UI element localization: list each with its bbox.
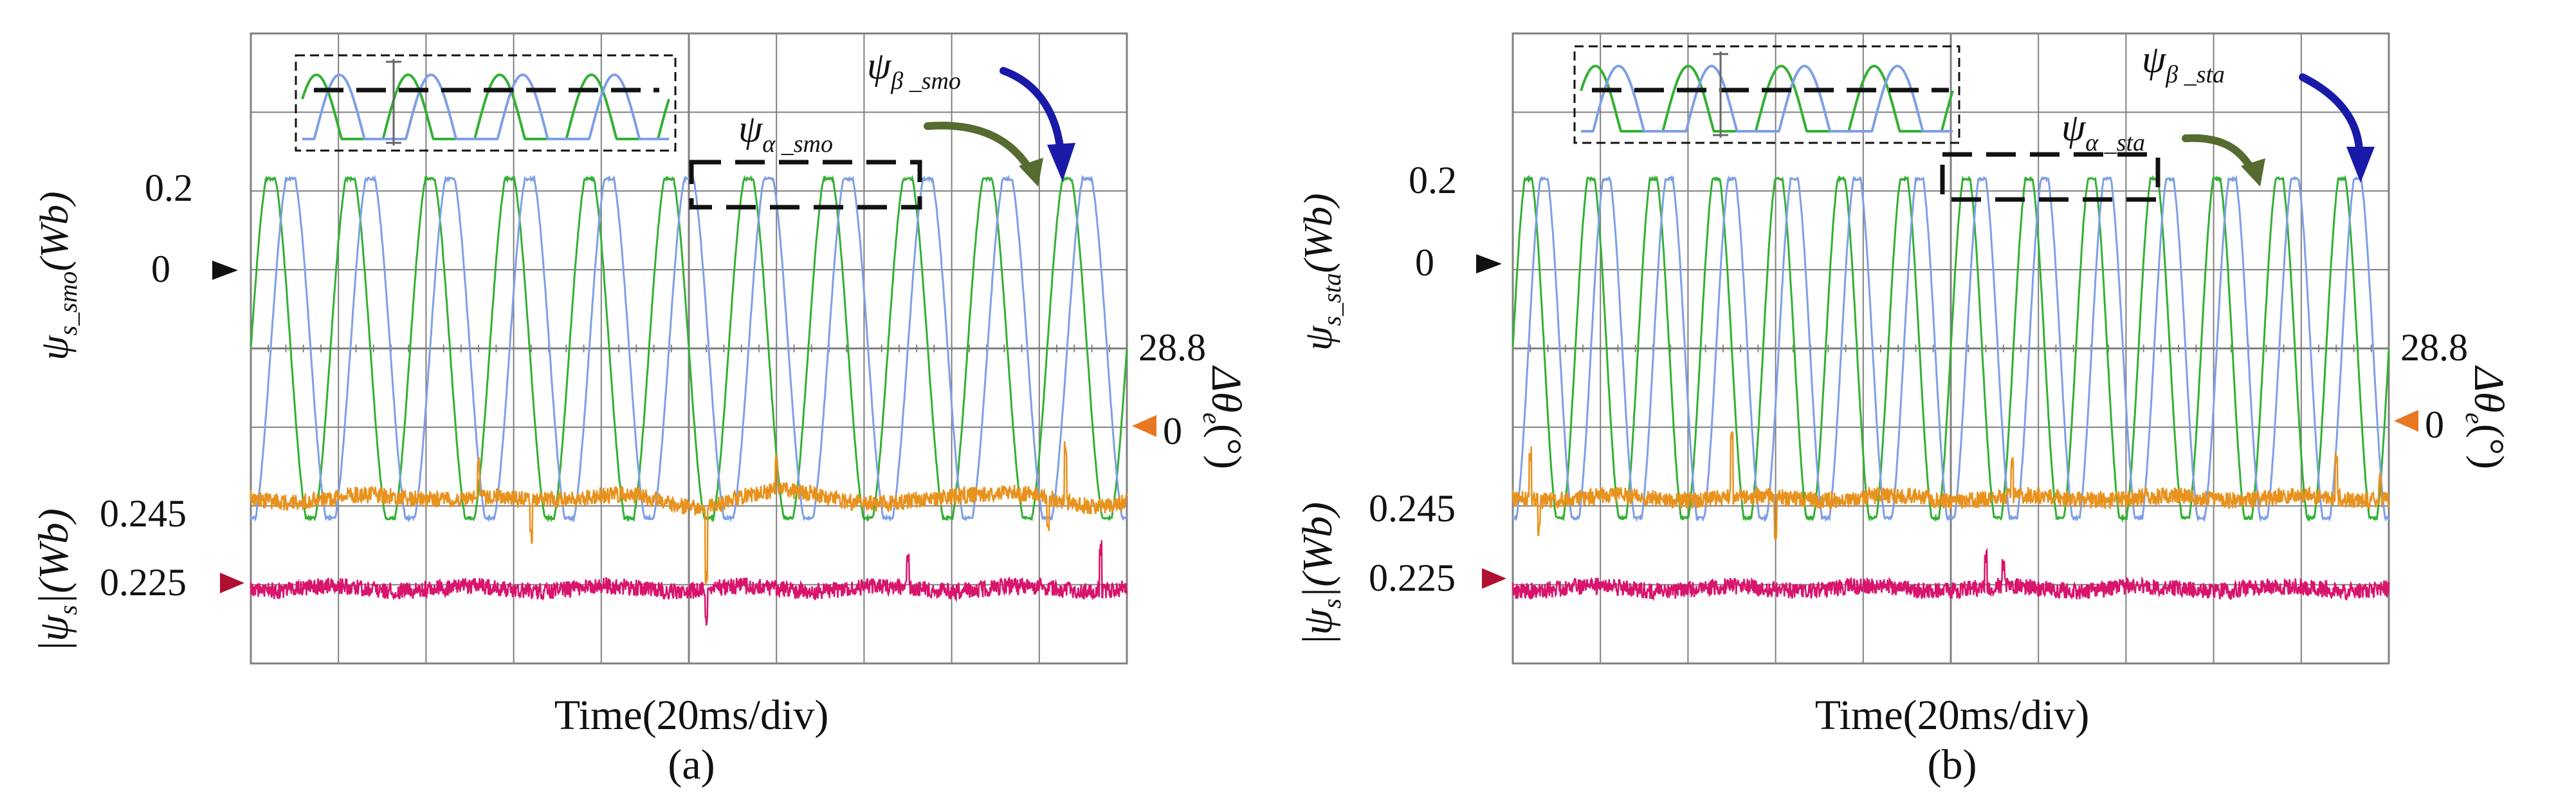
tick-theta-288-b: 28.8 (2400, 326, 2468, 369)
ylabel-theta-b: Δθe(°) (2460, 365, 2512, 469)
marker-mag-b (1482, 568, 1506, 589)
inset-frame-a (295, 54, 677, 152)
inset-frame-b (1573, 45, 1960, 144)
tick-theta-0-b: 0 (2425, 403, 2444, 446)
ylabel-theta-a: Δθe(°) (1198, 365, 1250, 469)
series-theta-b (1512, 430, 2390, 541)
zoom-box-b (1940, 152, 2160, 202)
traces-b (1512, 174, 2390, 602)
zoom-box-a (689, 160, 922, 210)
arrow-beta-head-a (1047, 143, 1075, 181)
ylabel-mag-b: |ψs|(Wb) (1294, 502, 1346, 643)
tick-psi-0-b: 0 (1415, 241, 1434, 284)
tick-mag-0245-a: 0.245 (100, 492, 187, 535)
marker-theta-a (1132, 415, 1156, 437)
xlabel-a: Time(20ms/div) (554, 692, 829, 739)
tick-mag-0225-b: 0.225 (1369, 557, 1456, 599)
panel-a: ψβ _smo ψα _smo 0.2 0 28.8 0 0.245 0.225… (30, 32, 1250, 788)
series-psi-beta-b (1512, 174, 2390, 523)
inset-traces-a (301, 73, 670, 140)
xlabel-b: Time(20ms/div) (1815, 692, 2090, 739)
arrow-alpha-head-b (2241, 158, 2265, 187)
arrow-alpha-a (924, 122, 1033, 172)
marker-zero-b (1476, 254, 1502, 273)
series-psi-alpha-a (250, 174, 1128, 523)
inset-series-psi-beta-a (302, 73, 669, 140)
label-beta-b: ψβ _sta (2142, 38, 2225, 88)
tick-theta-0-a: 0 (1163, 410, 1182, 452)
series-psi-beta-a (250, 174, 1128, 523)
tick-psi-02-b: 0.2 (1409, 159, 1457, 201)
series-psi-mag-b (1512, 547, 2390, 602)
tick-psi-0-a: 0 (151, 248, 170, 290)
label-alpha-a: ψα _smo (738, 107, 833, 158)
inset-a (295, 54, 677, 152)
arrow-alpha-head-a (1019, 158, 1043, 187)
tick-theta-288-a: 28.8 (1138, 326, 1206, 369)
marker-zero-a (212, 261, 238, 280)
arrow-beta-a (1000, 67, 1064, 151)
arrow-beta-b (2299, 73, 2363, 153)
label-alpha-b: ψα _sta (2061, 106, 2145, 156)
panel-b: ψβ _sta ψα _sta 0.2 0 28.8 0 0.245 0.225… (1294, 32, 2512, 788)
caption-a: (a) (668, 741, 715, 788)
traces-a (250, 174, 1128, 626)
inset-series-psi-beta-b (1581, 64, 1953, 133)
series-psi-mag-a (250, 540, 1128, 626)
marker-theta-b (2394, 410, 2418, 432)
ylabel-psi-b: ψs_sta(Wb) (1297, 193, 1346, 351)
ylabel-mag-a: |ψs|(Wb) (30, 508, 82, 650)
marker-mag-a (220, 573, 244, 593)
tick-mag-0245-b: 0.245 (1369, 487, 1456, 530)
tick-psi-02-a: 0.2 (145, 167, 193, 209)
grid-b (1512, 33, 2389, 663)
ylabel-psi-a: ψs_smo(Wb) (33, 192, 82, 361)
tick-mag-0225-a: 0.225 (100, 561, 187, 604)
caption-b: (b) (1928, 741, 1977, 788)
arrow-alpha-b (2182, 134, 2255, 172)
label-beta-a: ψβ _smo (867, 44, 961, 95)
inset-b (1573, 45, 1960, 144)
series-theta-a (250, 441, 1128, 585)
arrow-beta-head-b (2346, 147, 2375, 183)
